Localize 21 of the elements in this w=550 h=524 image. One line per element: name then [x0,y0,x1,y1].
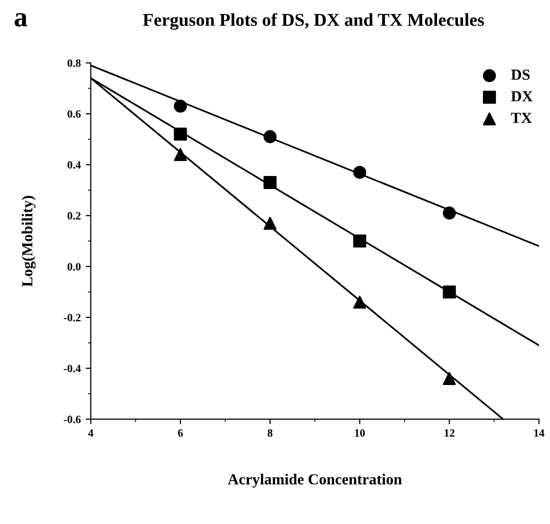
y-tick-label: 0.4 [68,161,81,169]
chart-title: Ferguson Plots of DS, DX and TX Molecules [142,13,484,30]
x-tick-label: 14 [534,429,544,437]
x-axis-title: Acrylamide Concentration [228,474,402,488]
x-tick-label: 6 [178,429,183,437]
y-tick-label: 0.0 [68,262,81,271]
legend-label: TX [511,112,532,123]
x-tick-label: 8 [268,429,272,437]
y-tick-label: 0.8 [68,59,81,67]
x-tick-label: 10 [355,429,365,437]
y-tick-label: 0.6 [68,110,81,118]
y-axis-title: Log(Mobility) [22,196,36,287]
x-tick-label: 4 [88,429,94,437]
legend-label: DS [511,70,530,80]
text: a [14,13,28,26]
legend-label: DX [511,91,533,102]
y-tick-label: 0.2 [68,212,81,220]
y-tick-label: -0.2 [64,314,81,322]
x-tick-label: 12 [444,429,454,437]
y-tick-label: -0.4 [64,364,81,372]
y-tick-label: -0.6 [64,416,81,424]
